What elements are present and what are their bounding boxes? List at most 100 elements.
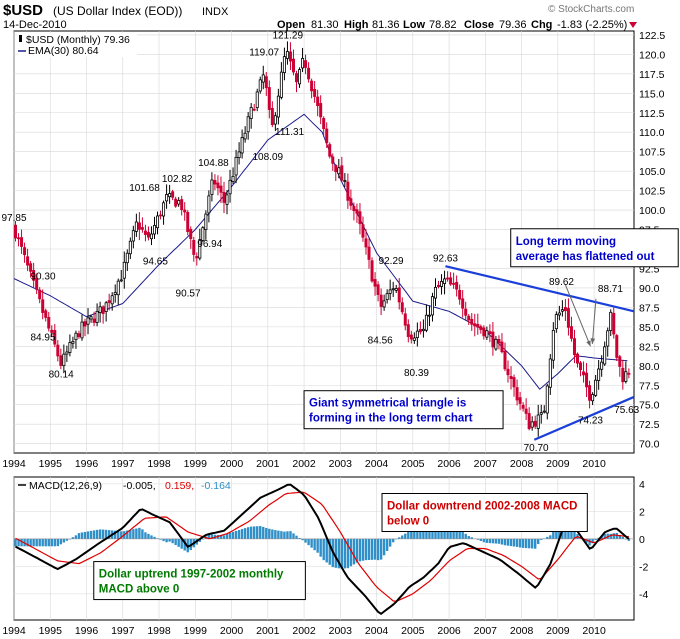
candle-body xyxy=(340,165,344,181)
histogram-bar xyxy=(546,536,549,539)
histogram-bar xyxy=(35,538,38,547)
candle-body xyxy=(74,332,78,341)
candle-body xyxy=(597,368,601,381)
histogram-bar xyxy=(325,538,328,563)
candle-body xyxy=(291,58,295,73)
candle-body xyxy=(264,76,268,89)
histogram-bar xyxy=(464,533,467,539)
open-value: 81.30 xyxy=(311,19,339,31)
candle-body xyxy=(491,331,495,348)
histogram-bar xyxy=(491,538,495,544)
histogram-bar xyxy=(419,531,422,539)
candle-body xyxy=(579,362,583,371)
macd-legend-item: -0.005, xyxy=(123,480,156,492)
candle-body xyxy=(128,240,132,255)
candle-body xyxy=(415,330,419,339)
price-x-tick-label: 2009 xyxy=(546,458,570,470)
histogram-bar xyxy=(540,538,543,540)
histogram-bar xyxy=(494,538,498,544)
histogram-bar xyxy=(555,526,558,539)
candle-body xyxy=(50,329,54,333)
histogram-bar xyxy=(594,538,597,540)
price-label: 70.70 xyxy=(524,443,549,454)
candle-body xyxy=(370,260,374,282)
macd-y-tick-label: 0 xyxy=(639,534,645,546)
histogram-bar xyxy=(518,538,522,548)
candle-body xyxy=(548,358,552,388)
histogram-bar xyxy=(165,538,168,543)
candle-body xyxy=(557,312,561,316)
histogram-bar xyxy=(322,538,325,561)
histogram-bar xyxy=(98,529,102,539)
candle-body xyxy=(165,194,169,202)
histogram-bar xyxy=(243,528,247,539)
candle-body xyxy=(594,379,598,396)
price-y-tick-label: 102.5 xyxy=(639,186,665,198)
index-name: (US Dollar Index (EOD)) xyxy=(53,4,182,18)
candle-body xyxy=(361,224,365,238)
candle-body xyxy=(159,214,163,217)
candle-body xyxy=(476,323,480,328)
histogram-bar xyxy=(77,533,81,539)
candle-body xyxy=(334,165,338,172)
candle-body xyxy=(325,128,329,144)
price-y-tick-label: 75.0 xyxy=(639,400,660,412)
candle-body xyxy=(403,313,407,326)
candle-body xyxy=(89,316,93,320)
histogram-bar xyxy=(180,538,183,549)
candle-body xyxy=(485,330,489,338)
candle-body xyxy=(35,277,39,290)
histogram-bar xyxy=(413,530,416,539)
histogram-bar xyxy=(627,538,631,541)
price-label: 92.29 xyxy=(379,256,404,267)
histogram-bar xyxy=(524,538,528,549)
candle-body xyxy=(86,317,90,325)
histogram-bar xyxy=(549,535,552,539)
candle-body xyxy=(68,342,72,353)
histogram-bar xyxy=(373,538,377,560)
candle-body xyxy=(177,200,181,205)
macd-y-axis: 4 2 0 -2 -4 xyxy=(639,479,648,601)
histogram-bar xyxy=(352,538,356,565)
histogram-bar xyxy=(367,538,371,560)
histogram-bar xyxy=(470,537,473,539)
candle-body xyxy=(192,239,196,255)
candle-body xyxy=(270,108,274,125)
candle-body xyxy=(219,185,223,193)
histogram-bar xyxy=(358,538,362,562)
macd-y-tick-label: -4 xyxy=(639,589,648,601)
legend-price-series: $USD (Monthly) 79.36 xyxy=(26,34,130,46)
legend-background xyxy=(17,33,137,57)
histogram-bar xyxy=(573,530,576,539)
histogram-bar xyxy=(313,538,316,551)
chg-value: -1.83 (-2.25%) xyxy=(557,19,627,31)
candle-body xyxy=(156,215,160,229)
candle-body xyxy=(110,295,114,305)
macd-y-tick-label: 2 xyxy=(639,506,645,518)
histogram-bar xyxy=(443,528,446,539)
arrowhead-icon xyxy=(590,338,596,344)
price-x-tick-label: 2007 xyxy=(474,458,498,470)
histogram-bar xyxy=(17,538,20,547)
histogram-bar xyxy=(621,536,625,539)
candle-body xyxy=(424,314,428,331)
histogram-bar xyxy=(144,532,147,539)
price-label: 94.65 xyxy=(143,257,168,268)
candle-body xyxy=(455,281,459,290)
histogram-bar xyxy=(234,530,238,539)
candle-body xyxy=(210,179,214,195)
macd-signal-line xyxy=(15,491,629,603)
histogram-bar xyxy=(509,538,513,547)
histogram-bar xyxy=(274,530,277,539)
macd-x-tick-label: 2006 xyxy=(437,625,461,637)
candle-body xyxy=(122,261,126,279)
price-x-tick-label: 2000 xyxy=(220,458,244,470)
macd-y-tick-label: 4 xyxy=(639,479,645,491)
histogram-bar xyxy=(156,538,159,539)
histogram-bar xyxy=(425,530,428,539)
histogram-bar xyxy=(310,538,313,548)
candle-body xyxy=(307,67,311,80)
candle-body xyxy=(225,194,229,205)
price-y-tick-label: 85.0 xyxy=(639,322,660,334)
histogram-bar xyxy=(503,538,507,546)
